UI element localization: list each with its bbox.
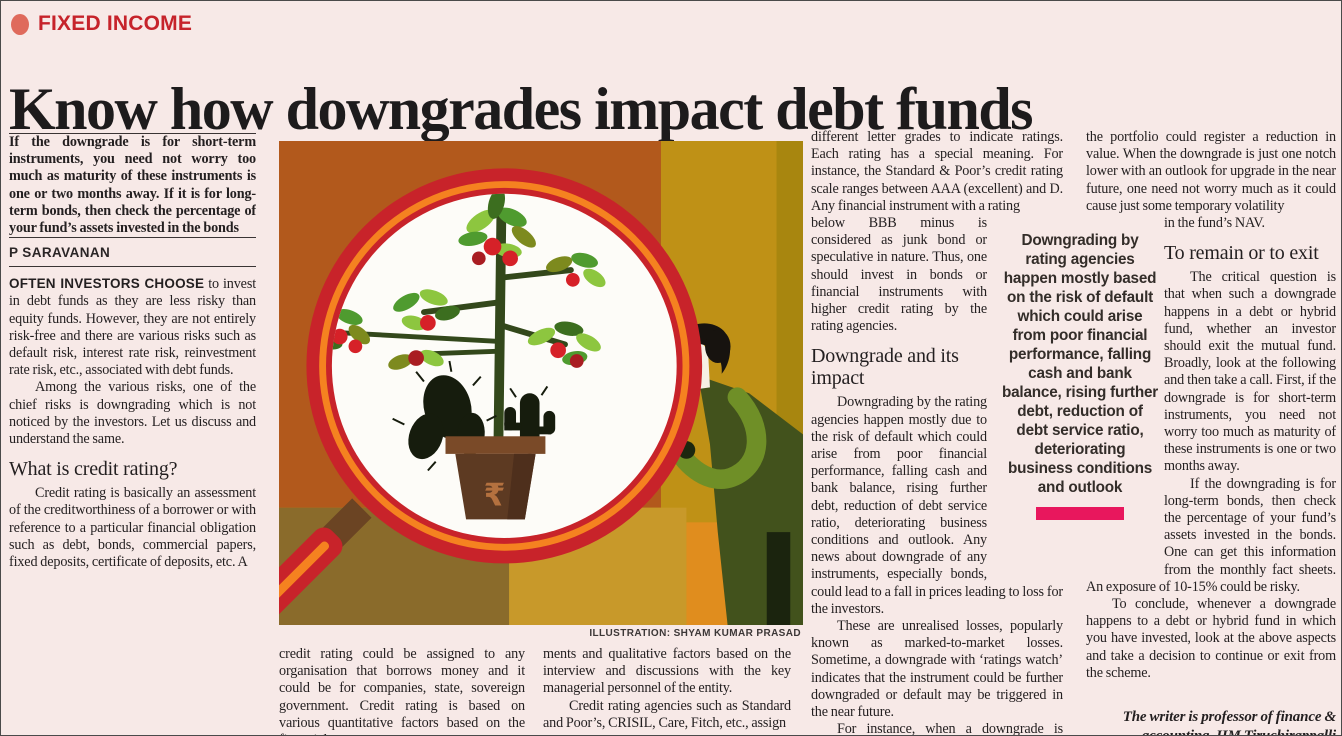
money-plant-tree	[331, 193, 606, 451]
subhead-downgrade-impact: Downgrade and its impact	[811, 345, 959, 390]
divider-rule	[9, 266, 256, 268]
subhead-remain-or-exit: To remain or to exit	[1164, 242, 1319, 265]
rupee-symbol: ₹	[484, 478, 506, 514]
illustration-credit: ILLUSTRATION: SHYAM KUMAR PRASAD	[589, 628, 801, 639]
body-paragraph: in the fund’s NAV.	[1164, 215, 1265, 232]
pull-quote-bar	[1036, 507, 1124, 520]
text-wrap-spacer	[1086, 215, 1164, 565]
column-5: the portfolio could register a reduction…	[1086, 129, 1336, 735]
body-paragraph: credit rating could be assigned to any o…	[279, 646, 525, 735]
divider-rule	[9, 133, 256, 134]
body-paragraph: OFTEN INVESTORS CHOOSE to invest in debt…	[9, 275, 256, 379]
column-2: credit rating could be assigned to any o…	[279, 646, 525, 735]
flower-pot: ₹	[445, 436, 546, 520]
magnifier-handle	[279, 498, 372, 625]
column-4: different letter grades to indicate rati…	[811, 129, 1063, 735]
body-paragraph: ments and qualitative factors based on t…	[543, 646, 791, 697]
body-paragraph: the portfolio could register a reduction…	[1086, 129, 1336, 214]
body-paragraph: If the downgrading is for long-term bond…	[1086, 475, 1336, 595]
writer-credit: The writer is professor of finance & acc…	[1122, 709, 1336, 735]
pull-quote: Downgrading by rating agencies happen mo…	[1001, 231, 1159, 520]
article-headline: Know how downgrades impact debt funds	[9, 76, 1034, 143]
body-paragraph: below BBB minus is considered as junk bo…	[811, 215, 987, 335]
divider-rule	[9, 237, 256, 239]
column-1: If the downgrade is for short-term instr…	[9, 133, 256, 735]
body-paragraph: Downgrading by the rating agencies happe…	[811, 394, 1063, 617]
body-paragraph: Credit rating agencies such as Standard …	[543, 697, 791, 731]
body-paragraph: Credit rating is basically an assessment…	[9, 485, 256, 571]
body-paragraph: different letter grades to indicate rati…	[811, 129, 1063, 214]
illustration-canvas: ₹	[279, 141, 803, 625]
pull-quote-text: Downgrading by rating agencies happen mo…	[1001, 232, 1159, 496]
section-kicker: FIXED INCOME	[11, 12, 192, 36]
standfirst: If the downgrade is for short-term instr…	[9, 134, 256, 237]
body-paragraph: The critical question is that when such …	[1164, 269, 1336, 475]
section-bullet-icon	[11, 13, 29, 35]
body-paragraph: For instance, when a downgrade is announ…	[837, 721, 1063, 735]
body-paragraph: Among the various risks, one of the chie…	[9, 379, 256, 448]
column-3: ments and qualitative factors based on t…	[543, 646, 791, 735]
section-label: FIXED INCOME	[38, 12, 193, 35]
body-paragraph: These are unrealised losses, popularly k…	[811, 618, 1063, 721]
body-paragraph: To conclude, whenever a downgrade happen…	[1086, 596, 1336, 681]
byline: P SARAVANAN	[9, 245, 111, 261]
subhead-what-is-credit-rating: What is credit rating?	[9, 458, 178, 481]
lead-in-text: OFTEN INVESTORS CHOOSE	[9, 276, 205, 292]
paragraph-text: to invest in debt funds as they are less…	[9, 276, 256, 379]
debt-funds-illustration: ₹	[279, 141, 803, 625]
